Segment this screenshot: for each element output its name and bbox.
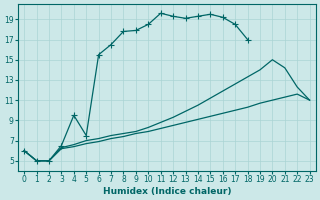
- X-axis label: Humidex (Indice chaleur): Humidex (Indice chaleur): [103, 187, 231, 196]
